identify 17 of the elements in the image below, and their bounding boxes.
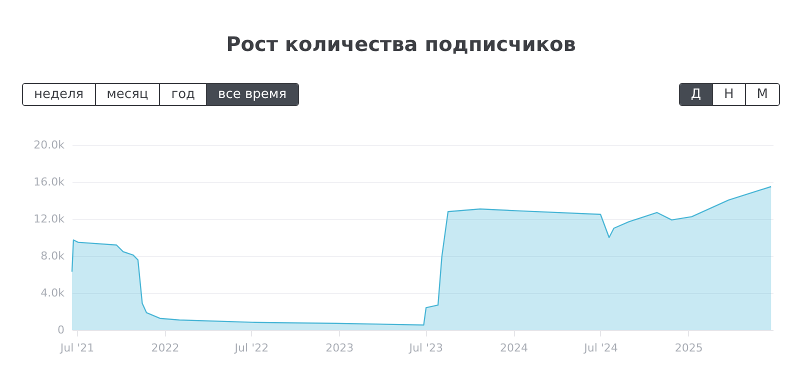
x-tick-label: Jul '24 [583,342,618,354]
interval-selector: Д Н М [678,83,780,106]
period-selector: неделя месяц год все время [22,83,299,106]
chart-title: Рост количества подписчиков [225,32,577,56]
y-tick-label: 16.0k [34,176,66,188]
y-tick-label: 8.0k [40,250,66,262]
x-tick-label: 2022 [151,342,180,354]
x-tick-label: Jul '21 [59,342,94,354]
x-tick-label: Jul '23 [408,342,444,354]
y-tick-label: 4.0k [40,286,66,300]
x-tick-label: 2024 [500,342,528,354]
y-tick-label: 12.0k [34,212,66,226]
x-tick-label: Jul '22 [234,342,269,354]
y-tick-label: 20.0k [34,138,66,152]
y-tick-label: 0 [58,324,64,336]
x-tick-label: 2025 [674,342,703,354]
x-tick-label: 2023 [326,342,354,354]
